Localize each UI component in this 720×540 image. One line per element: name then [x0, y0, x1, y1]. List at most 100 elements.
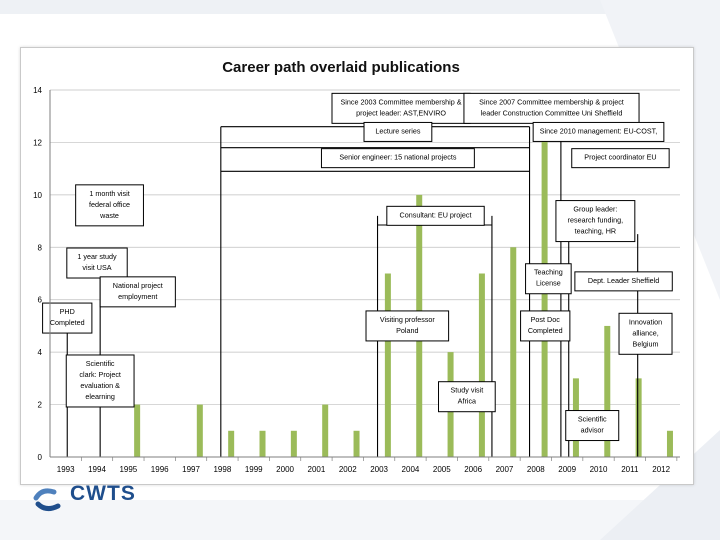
annotation-text: clark: Project [79, 370, 121, 379]
annotation-box [42, 302, 93, 334]
annotation-box [525, 263, 572, 295]
annotation-text: research funding, [568, 216, 624, 225]
x-tick-label: 2000 [276, 465, 294, 474]
annotation-consultant: Consultant: EU project [386, 205, 485, 226]
bar [259, 430, 266, 457]
annotation-innovation-alliance: Innovation alliance, Belgium [618, 312, 673, 355]
annotation-text: Since 2010 management: EU-COST, [540, 126, 657, 135]
annotation-text: project leader: AST,ENVIRO [356, 108, 446, 117]
annotation-text: teaching, HR [575, 227, 617, 236]
x-tick-label: 2008 [527, 465, 545, 474]
annotation-committee-2003: Since 2003 Committee membership & project… [331, 92, 471, 124]
bar [510, 247, 517, 457]
x-tick-label: 2007 [496, 465, 514, 474]
annotation-box [618, 312, 673, 355]
annotation-box [365, 310, 450, 342]
bar [290, 430, 297, 457]
annotation-box [555, 200, 636, 243]
y-tick-label: 6 [38, 296, 43, 305]
chart-title: Career path overlaid publications [222, 59, 460, 76]
annotation-text: License [536, 279, 561, 288]
annotation-visiting-professor: Visiting professor Poland [365, 310, 450, 342]
annotation-text: Scientific [86, 359, 115, 368]
annotation-text: Lecture series [375, 126, 421, 135]
annotation-committee-2007: Since 2007 Committee membership & projec… [463, 92, 640, 124]
x-tick-label: 2010 [590, 465, 608, 474]
annotation-text: visit USA [82, 263, 111, 272]
y-tick-label: 4 [38, 348, 43, 357]
annotation-text: Teaching [534, 268, 563, 277]
x-tick-label: 2003 [370, 465, 388, 474]
annotation-text: waste [99, 211, 119, 220]
y-tick-label: 8 [38, 243, 43, 252]
x-tick-label: 1997 [182, 465, 200, 474]
annotation-text: Post Doc [531, 315, 561, 324]
logo-text: CWTS [70, 482, 136, 505]
annotation-text: leader Construction Committee Uni Sheffi… [481, 108, 623, 117]
annotation-project-coordinator: Project coordinator EU [571, 148, 670, 169]
annotation-text: Senior engineer: 15 national projects [339, 153, 456, 162]
annotation-text: 1 month visit [89, 189, 129, 198]
x-tick-label: 2006 [464, 465, 482, 474]
axes: 0 2 4 6 8 10 12 14 1993 1994 1995 1996 1997 1998 1999 2… [33, 86, 680, 474]
annotation-box [386, 205, 485, 226]
annotation-management-2010: Since 2010 management: EU-COST, [532, 121, 665, 142]
annotation-dept-leader: Dept. Leader Sheffield [574, 271, 673, 292]
career-lines [66, 126, 639, 457]
bar [666, 430, 673, 457]
annotation-box [75, 184, 144, 227]
y-tick-label: 2 [38, 401, 43, 410]
bar [353, 430, 360, 457]
annotation-federal-office: 1 month visit federal office waste [75, 184, 144, 227]
annotation-text: Since 2003 Committee membership & [341, 97, 462, 106]
bar [384, 273, 391, 457]
annotation-text: alliance, [632, 328, 658, 337]
annotation-text: federal office [89, 200, 130, 209]
x-tick-label: 2012 [652, 465, 670, 474]
annotation-text: Innovation [629, 317, 662, 326]
annotation-box [65, 354, 135, 408]
annotation-phd: PHD Completed [42, 302, 93, 334]
annotation-senior-engineer: Senior engineer: 15 national projects [320, 148, 475, 169]
annotation-study-visit: Study visit Africa [438, 381, 496, 413]
annotation-text: Scientific [578, 415, 607, 424]
annotation-box [320, 148, 475, 169]
annotation-text: 1 year study [77, 252, 117, 261]
annotation-text: Poland [396, 326, 418, 335]
annotation-text: Group leader: [573, 205, 617, 214]
annotation-text: National project [113, 281, 163, 290]
bar [196, 404, 203, 457]
y-tick-label: 0 [38, 453, 43, 462]
x-tick-label: 1998 [213, 465, 231, 474]
annotation-teaching-license: Teaching License [525, 263, 572, 295]
bar [604, 325, 611, 457]
annotation-us-visit: 1 year study visit USA [66, 247, 128, 279]
annotation-post-doc: Post Doc Completed [520, 310, 571, 342]
bar [635, 378, 642, 457]
annotation-lecture-series: Lecture series [363, 121, 433, 142]
grid-lines [50, 89, 680, 405]
y-tick-label: 12 [33, 138, 42, 147]
x-tick-label: 2011 [621, 465, 639, 474]
annotation-box [438, 381, 496, 413]
annotation-boxes: PHD Completed 1 year study visit USA 1 month… [42, 92, 673, 442]
annotation-text: Africa [458, 397, 476, 406]
annotation-scientific-clark: Scientific clark: Project evaluation & elea… [65, 354, 135, 408]
annotation-scientific-advisor: Scientific advisor [565, 410, 620, 442]
annotation-text: elearning [85, 392, 115, 401]
x-tick-label: 1995 [119, 465, 137, 474]
annotation-national-project: National project employment [99, 276, 176, 308]
x-tick-label: 2004 [402, 465, 420, 474]
bar [478, 273, 485, 457]
x-tick-label: 1994 [88, 465, 106, 474]
annotation-text: evaluation & [80, 381, 120, 390]
annotation-box [520, 310, 571, 342]
y-tick-label: 10 [33, 191, 42, 200]
annotation-box [99, 276, 176, 308]
annotation-box [571, 148, 670, 169]
x-tick-label: 1999 [245, 465, 263, 474]
annotation-text: Completed [528, 326, 563, 335]
annotation-box [532, 121, 665, 142]
annotation-box [574, 271, 673, 292]
annotation-text: Belgium [633, 339, 659, 348]
